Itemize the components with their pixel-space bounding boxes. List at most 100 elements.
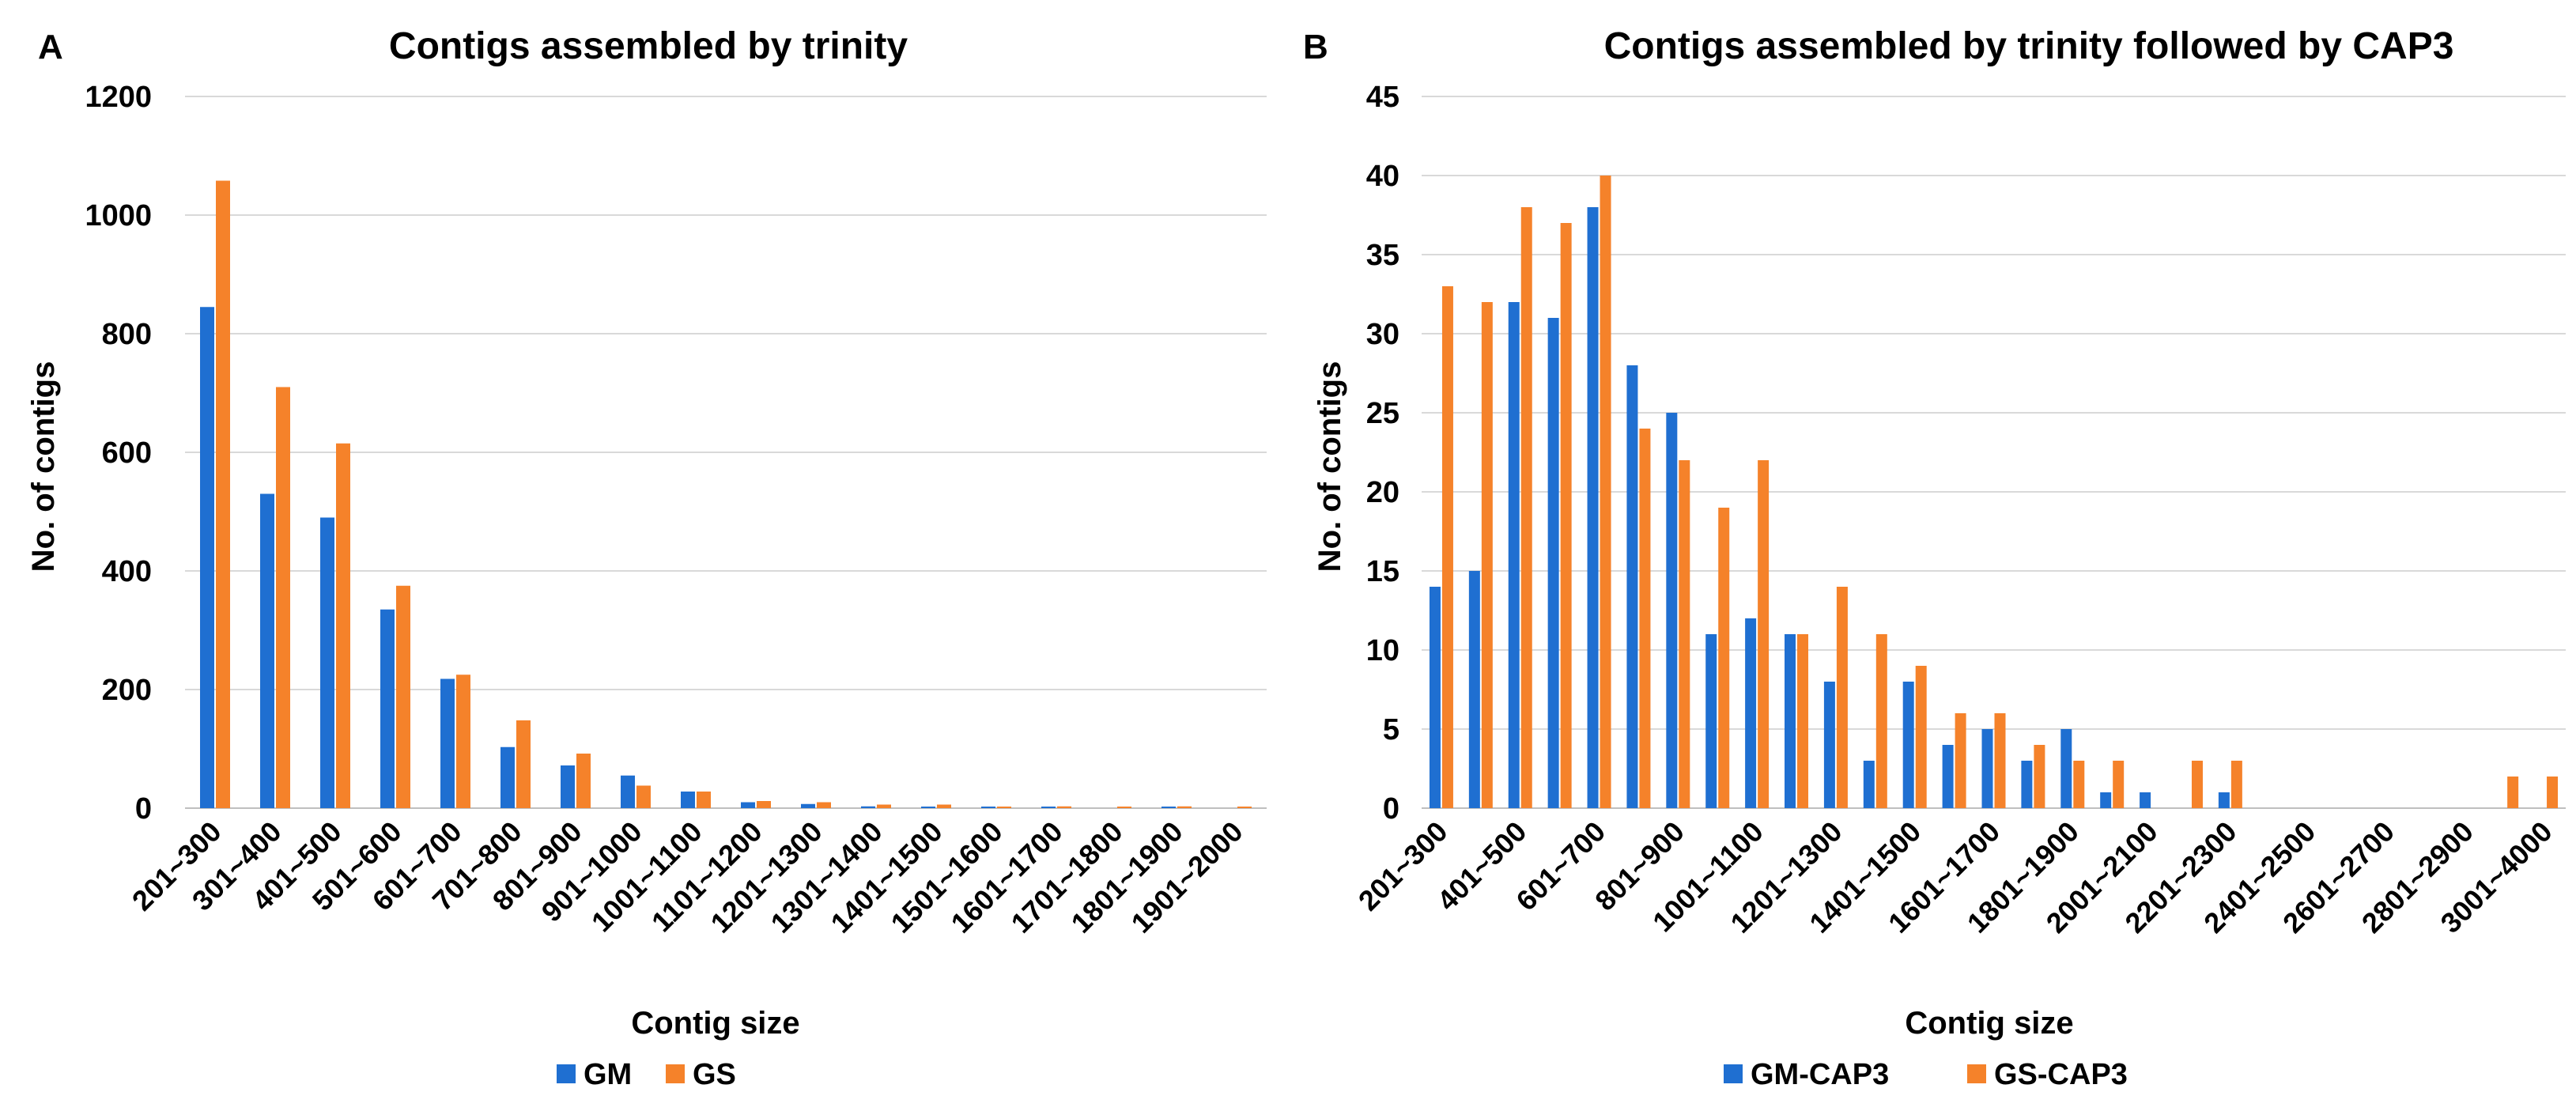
panel-a-bar-gm-1501~1600 xyxy=(981,807,995,808)
panel-b-legend: GM-CAP3 GS-CAP3 xyxy=(1724,1058,2128,1091)
panel-b-ytick-label: 15 xyxy=(1366,555,1399,588)
panel-b-bar-gs-cap3-401~500 xyxy=(1520,207,1532,808)
panel-a-bar-gm-601~700 xyxy=(440,678,455,808)
panel-a-bar-gs-201~300 xyxy=(216,180,230,808)
legend-label-gs: GS xyxy=(693,1058,736,1091)
panel-a-ytick-label: 600 xyxy=(102,436,152,470)
panel-a-ylabel: No. of contigs xyxy=(26,361,61,573)
panel-b-bar-gs-cap3-1701~1800 xyxy=(2034,745,2045,808)
panel-a-bar-gs-1701~1800 xyxy=(1117,807,1131,808)
panel-a-bar-gs-1101~1200 xyxy=(757,801,771,808)
panel-b-bar-gs-cap3-701~800 xyxy=(1639,429,1651,808)
panel-b-bar-gm-cap3-1301~1400 xyxy=(1863,761,1875,808)
panel-b-bar-gm-cap3-1201~1300 xyxy=(1823,682,1835,808)
panel-b-bar-gs-cap3-501~600 xyxy=(1560,223,1572,808)
panel-a-bar-gm-1801~1900 xyxy=(1161,807,1176,808)
panel-a-bar-gs-601~700 xyxy=(456,675,470,808)
panel-a-bar-gs-1401~1500 xyxy=(937,804,951,808)
panel-a-bar-gs-301~400 xyxy=(276,387,290,808)
legend-label-gm: GM xyxy=(584,1058,632,1091)
panel-b-bar-gs-cap3-3001~4000 xyxy=(2547,777,2559,808)
panel-b-ytick-label: 5 xyxy=(1383,713,1399,746)
panel-b-bar-gm-cap3-601~700 xyxy=(1587,207,1599,808)
panel-a-bar-gs-1901~2000 xyxy=(1237,807,1252,808)
panel-a-bar-gm-401~500 xyxy=(320,517,334,808)
panel-b-bar-gs-cap3-901~1000 xyxy=(1718,508,1730,808)
panel-b-ytick-label: 0 xyxy=(1383,792,1399,826)
panel-a-ytick-label: 200 xyxy=(102,674,152,707)
panel-b-bar-gs-cap3-1101~1200 xyxy=(1797,634,1809,808)
panel-a-bar-gm-201~300 xyxy=(200,307,214,808)
panel-b-ytick-label: 45 xyxy=(1366,81,1399,114)
panel-b-bar-gm-cap3-1801~1900 xyxy=(2060,729,2072,808)
panel-a-bar-gm-301~400 xyxy=(260,493,274,808)
panel-a-chart: A Contigs assembled by trinity No. of co… xyxy=(26,25,1267,1091)
panel-b-bar-gs-cap3-1901~2000 xyxy=(2113,761,2125,808)
panel-b-bar-gm-cap3-2001~2100 xyxy=(2140,792,2151,808)
panel-b-bar-gm-cap3-1101~1200 xyxy=(1785,634,1796,808)
panel-b-ylabel: No. of contigs xyxy=(1313,361,1347,573)
legend-label-gs-cap3: GS-CAP3 xyxy=(1994,1058,2128,1091)
legend-swatch-gm-cap3 xyxy=(1724,1064,1743,1083)
panel-b-letter: B xyxy=(1303,28,1328,66)
legend-swatch-gs xyxy=(666,1064,685,1083)
panel-b-bar-gm-cap3-401~500 xyxy=(1508,302,1520,808)
panel-b-chart: B Contigs assembled by trinity followed … xyxy=(1303,25,2566,1091)
panel-b-bar-gm-cap3-1901~2000 xyxy=(2100,792,2112,808)
panel-a-bar-gm-1101~1200 xyxy=(741,802,755,808)
panel-a-bar-gm-1001~1100 xyxy=(681,792,695,808)
panel-a-bar-gs-901~1000 xyxy=(636,785,651,808)
panel-b-bar-gm-cap3-301~400 xyxy=(1468,571,1480,808)
panel-b-ytick-label: 35 xyxy=(1366,239,1399,272)
panel-a-ytick-label: 0 xyxy=(135,792,152,826)
panel-b-bar-gm-cap3-2201~2300 xyxy=(2218,792,2230,808)
panel-b-bar-gs-cap3-1801~1900 xyxy=(2073,761,2085,808)
panel-b-bar-gm-cap3-1601~1700 xyxy=(1981,729,1993,808)
panel-b-bar-gm-cap3-1701~1800 xyxy=(2021,761,2033,808)
panel-a-bar-gm-1201~1300 xyxy=(801,803,815,808)
panel-b-bar-gs-cap3-1401~1500 xyxy=(1915,666,1927,808)
panel-a-bar-gs-1001~1100 xyxy=(697,792,711,808)
panel-a-bar-gm-1601~1700 xyxy=(1041,807,1056,808)
panel-b-bar-gm-cap3-201~300 xyxy=(1429,587,1441,808)
panel-b-ytick-label: 25 xyxy=(1366,397,1399,430)
panel-a-ytick-label: 400 xyxy=(102,555,152,588)
panel-a-bar-gm-901~1000 xyxy=(621,775,635,808)
panel-b-bar-gm-cap3-1501~1600 xyxy=(1942,745,1954,808)
panel-a-legend: GM GS xyxy=(557,1058,736,1091)
panel-b-bar-gs-cap3-2201~2300 xyxy=(2230,761,2242,808)
panel-b-bar-gs-cap3-1301~1400 xyxy=(1875,634,1887,808)
panel-a-ytick-label: 800 xyxy=(102,318,152,351)
panel-a-letter: A xyxy=(38,28,63,66)
panel-a-xlabel: Contig size xyxy=(631,1006,799,1041)
panel-b-ytick-label: 10 xyxy=(1366,634,1399,667)
panel-b-bar-gs-cap3-801~900 xyxy=(1679,460,1690,808)
panel-a-ytick-label: 1000 xyxy=(85,199,152,232)
legend-swatch-gm xyxy=(557,1064,576,1083)
panel-b-ytick-label: 20 xyxy=(1366,476,1399,509)
legend-label-gm-cap3: GM-CAP3 xyxy=(1751,1058,1889,1091)
panel-b-bar-gs-cap3-2101~2200 xyxy=(2191,761,2203,808)
panel-b-bar-gs-cap3-1001~1100 xyxy=(1758,460,1770,808)
panel-a-bar-gm-501~600 xyxy=(380,609,395,808)
panel-b-bar-gs-cap3-2901~3000 xyxy=(2507,777,2519,808)
panel-b-bar-gm-cap3-901~1000 xyxy=(1705,634,1717,808)
panel-b-ytick-label: 40 xyxy=(1366,160,1399,193)
panel-b-bar-gm-cap3-501~600 xyxy=(1547,318,1559,808)
panel-b-bar-gs-cap3-1201~1300 xyxy=(1836,587,1848,808)
panel-b-bar-gs-cap3-1501~1600 xyxy=(1955,713,1966,808)
panel-a-bar-gm-801~900 xyxy=(561,765,575,808)
panel-a-bar-gm-701~800 xyxy=(500,746,515,808)
panel-a-bar-gs-801~900 xyxy=(576,754,591,808)
panel-b-bar-gm-cap3-701~800 xyxy=(1626,365,1638,808)
panel-b-bar-gm-cap3-1401~1500 xyxy=(1902,682,1914,808)
panel-a-bar-gs-701~800 xyxy=(516,720,531,808)
panel-a-bar-gs-1301~1400 xyxy=(877,804,891,808)
panel-b-bar-gm-cap3-1001~1100 xyxy=(1745,618,1757,808)
panel-a-ytick-label: 1200 xyxy=(85,81,152,114)
panel-a-bar-gs-1801~1900 xyxy=(1177,806,1192,808)
legend-swatch-gs-cap3 xyxy=(1967,1064,1986,1083)
panel-b-bar-gs-cap3-301~400 xyxy=(1481,302,1493,808)
panel-b-ytick-label: 30 xyxy=(1366,318,1399,351)
